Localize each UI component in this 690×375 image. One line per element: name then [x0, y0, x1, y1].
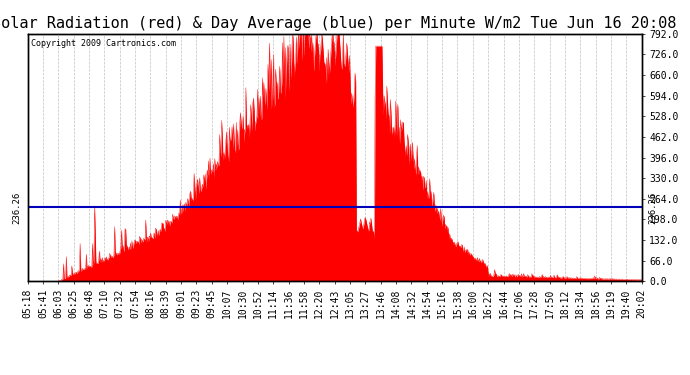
Text: Copyright 2009 Cartronics.com: Copyright 2009 Cartronics.com: [30, 39, 176, 48]
Text: 236.26: 236.26: [12, 191, 21, 224]
Text: 236.26: 236.26: [648, 191, 657, 224]
Title: Solar Radiation (red) & Day Average (blue) per Minute W/m2 Tue Jun 16 20:08: Solar Radiation (red) & Day Average (blu…: [0, 16, 677, 31]
